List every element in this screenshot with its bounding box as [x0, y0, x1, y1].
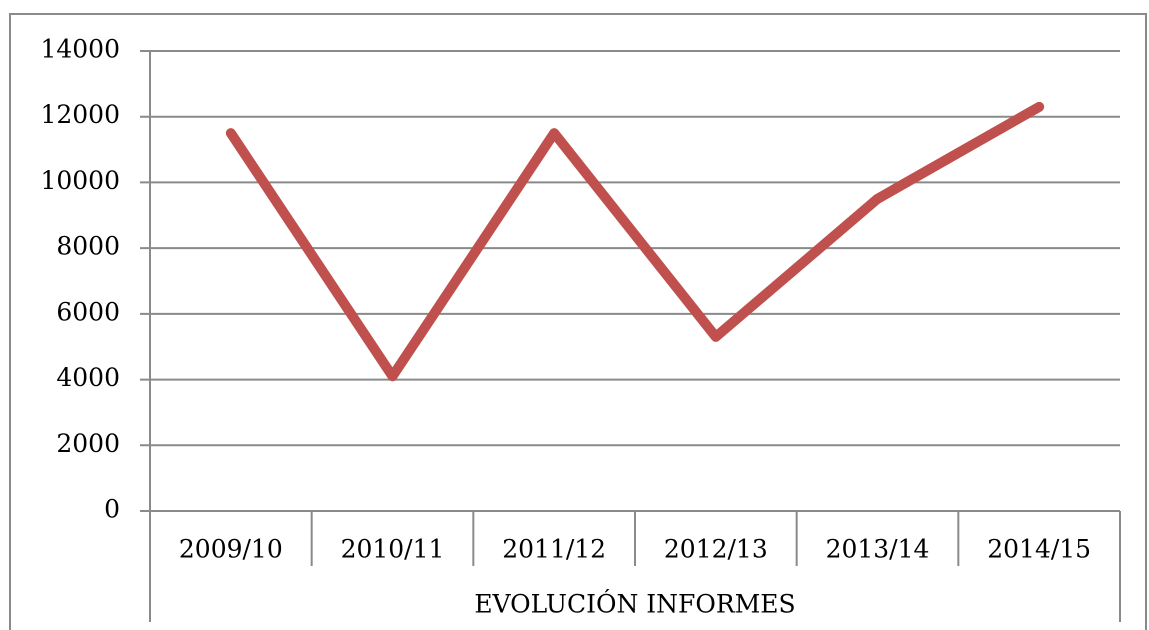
chart-frame [9, 13, 1147, 630]
x-tick-label: 2012/13 [664, 535, 768, 564]
x-tick-label: 2009/10 [179, 535, 283, 564]
y-tick-label: 14000 [40, 35, 120, 64]
y-tick-label: 8000 [56, 232, 120, 261]
y-tick-label: 6000 [56, 297, 120, 326]
line-series [225, 101, 1045, 382]
y-tick-label: 10000 [40, 166, 120, 195]
x-axis-label: EVOLUCIÓN INFORMES [474, 590, 795, 619]
x-tick-label: 2014/15 [987, 535, 1091, 564]
y-tick-label: 0 [104, 495, 120, 524]
x-tick-label: 2013/14 [826, 535, 930, 564]
y-tick-label: 12000 [40, 100, 120, 129]
x-tick-label: 2011/12 [502, 535, 606, 564]
y-tick-label: 4000 [56, 363, 120, 392]
y-tick-label: 2000 [56, 429, 120, 458]
x-tick-label: 2010/11 [341, 535, 445, 564]
